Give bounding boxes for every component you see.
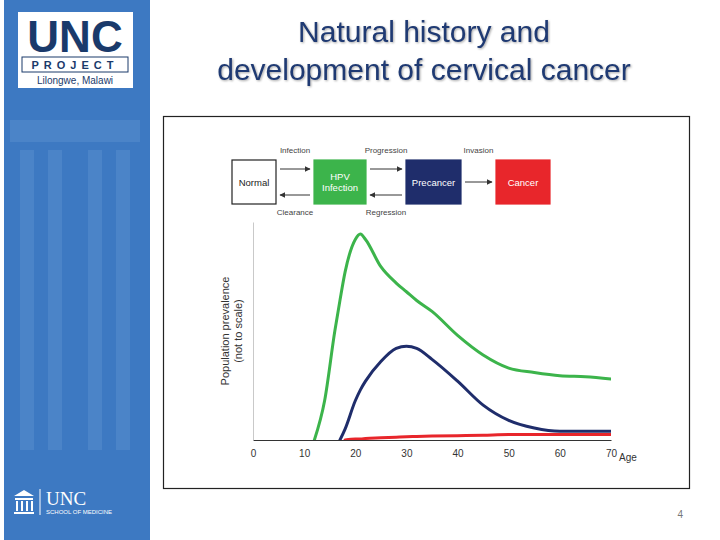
x-axis-line: [254, 440, 612, 441]
transition-label: Invasion: [464, 146, 494, 155]
page-number: 4: [677, 509, 683, 520]
series-line: [340, 346, 611, 440]
y-axis-line: [253, 223, 254, 441]
logo-location: Lilongwe, Malawi: [37, 75, 113, 86]
x-axis-title: Age: [619, 452, 637, 463]
x-tick-label: 70: [606, 448, 618, 459]
banner-background: [4, 0, 150, 540]
title: Natural history and: [298, 15, 550, 48]
logo-box: [18, 12, 133, 88]
transition-arrow: [280, 169, 310, 170]
chart: Normal HPVInfection Precancer Cancer Infecti…: [164, 117, 690, 489]
footer-name: UNC: [46, 488, 86, 509]
x-tick: 30: [401, 440, 413, 459]
banner-column: [88, 150, 102, 450]
transition-label: Clearance: [277, 208, 314, 217]
state-box: [232, 160, 276, 204]
logo-name: UNC: [27, 12, 122, 61]
state-label: Cancer: [508, 177, 539, 188]
banner-column: [48, 150, 62, 450]
footer: UNCSCHOOL OF MEDICINE: [14, 488, 112, 515]
banner-pediment: [10, 120, 140, 142]
x-tick: 0: [251, 440, 257, 459]
x-tick-label: 0: [251, 448, 257, 459]
x-tick-label: 50: [504, 448, 516, 459]
x-tick-label: 20: [350, 448, 362, 459]
y-axis-title: (not to scale): [232, 299, 244, 363]
x-tick-label: 10: [299, 448, 311, 459]
x-tick-label: 30: [401, 448, 413, 459]
x-tick-label: 60: [555, 448, 567, 459]
y-axis: [253, 223, 254, 441]
plot-lines: [314, 234, 611, 440]
transition-label: Infection: [280, 146, 310, 155]
x-tick: 10: [299, 440, 311, 459]
transition-arrow: [370, 195, 402, 196]
footer-icon: [14, 490, 34, 514]
state-label: HPVInfection: [322, 171, 358, 193]
title: development of cervical cancer: [217, 53, 631, 86]
state-box: [496, 160, 550, 204]
state-label: Normal: [239, 177, 270, 188]
y-axis-title: Population prevalence: [219, 277, 231, 386]
x-axis: 0 10 20 30 40 50 60 70: [251, 440, 618, 459]
state-box: [314, 160, 366, 204]
state-label: Precancer: [412, 177, 455, 188]
transition-label: Progression: [365, 146, 408, 155]
transition-arrow: [465, 182, 492, 183]
series-line: [345, 435, 611, 440]
transition-arrow: [280, 195, 310, 196]
x-tick: 60: [555, 440, 567, 459]
logo-subtitle: PROJECT: [32, 59, 119, 71]
x-tick: 20: [350, 440, 362, 459]
x-tick-label: 40: [453, 448, 465, 459]
transition-arrow: [370, 169, 402, 170]
x-tick: 40: [453, 440, 465, 459]
footer-school: SCHOOL OF MEDICINE: [46, 509, 112, 515]
banner-column: [116, 150, 130, 450]
banner-column: [20, 150, 34, 450]
chart-frame: [164, 117, 690, 489]
logo-frame: [22, 57, 128, 72]
footer-divider: [40, 489, 41, 515]
transition-label: Regression: [366, 208, 406, 217]
banner: UNCPROJECTLilongwe, MalawiUNCSCHOOL OF M…: [4, 0, 150, 540]
x-tick: 70: [606, 440, 618, 459]
state-box: [406, 160, 461, 204]
flow-diagram: Normal HPVInfection Precancer Cancer Infecti…: [232, 146, 550, 217]
x-tick: 50: [504, 440, 516, 459]
series-line: [314, 234, 611, 440]
slide: UNCPROJECTLilongwe, MalawiUNCSCHOOL OF M…: [0, 0, 720, 540]
